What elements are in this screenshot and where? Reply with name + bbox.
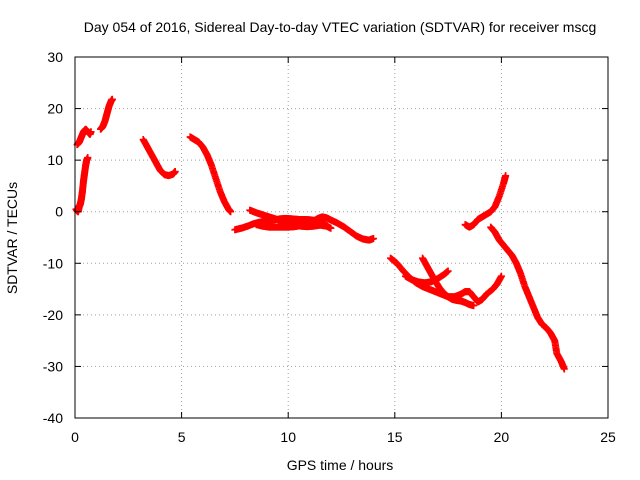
x-axis-label: GPS time / hours — [287, 457, 394, 473]
data-point-marker — [327, 224, 335, 232]
grid-lines — [75, 57, 608, 418]
data-point-marker — [227, 208, 235, 216]
data-point-marker — [497, 272, 505, 280]
x-tick-label: 25 — [600, 429, 616, 445]
data-series — [72, 95, 568, 373]
data-point-marker — [369, 235, 377, 243]
y-tick-label: -20 — [43, 307, 63, 323]
y-tick-label: 20 — [47, 101, 63, 117]
series-seg7 — [246, 206, 335, 232]
x-tick-label: 15 — [387, 429, 403, 445]
series-seg2 — [73, 125, 95, 149]
series-seg13 — [487, 223, 568, 373]
x-tick-label: 5 — [178, 429, 186, 445]
data-point-marker — [87, 128, 95, 136]
y-axis-label: SDTVAR / TECUs — [4, 182, 20, 294]
y-tick-label: 0 — [55, 204, 63, 220]
series-seg1 — [72, 154, 92, 216]
series-seg3 — [97, 95, 116, 133]
chart-title: Day 054 of 2016, Sidereal Day-to-day VTE… — [84, 19, 597, 35]
data-point-marker — [502, 172, 510, 180]
series-seg11 — [419, 254, 478, 310]
y-tick-label: -10 — [43, 255, 63, 271]
data-point-marker — [560, 365, 568, 373]
data-point-marker — [444, 267, 452, 275]
y-tick-label: -30 — [43, 358, 63, 374]
x-tick-label: 0 — [71, 429, 79, 445]
y-tick-label: 30 — [47, 49, 63, 65]
series-seg12 — [461, 172, 510, 231]
series-seg4 — [139, 136, 179, 180]
data-point-marker — [171, 167, 179, 175]
series-seg10 — [401, 267, 452, 287]
plot-frame — [74, 56, 609, 419]
series-seg5 — [186, 133, 235, 216]
data-point-marker — [84, 154, 92, 162]
axis-ticks: 0 5 10 15 20 25 -40 -30 -20 -10 0 10 20 30 — [43, 49, 616, 445]
data-point-marker — [470, 302, 478, 310]
series-seg8 — [252, 213, 377, 244]
x-tick-label: 10 — [280, 429, 296, 445]
y-tick-label: -40 — [43, 410, 63, 426]
y-tick-label: 10 — [47, 152, 63, 168]
x-tick-label: 20 — [494, 429, 510, 445]
data-point-marker — [108, 95, 116, 103]
